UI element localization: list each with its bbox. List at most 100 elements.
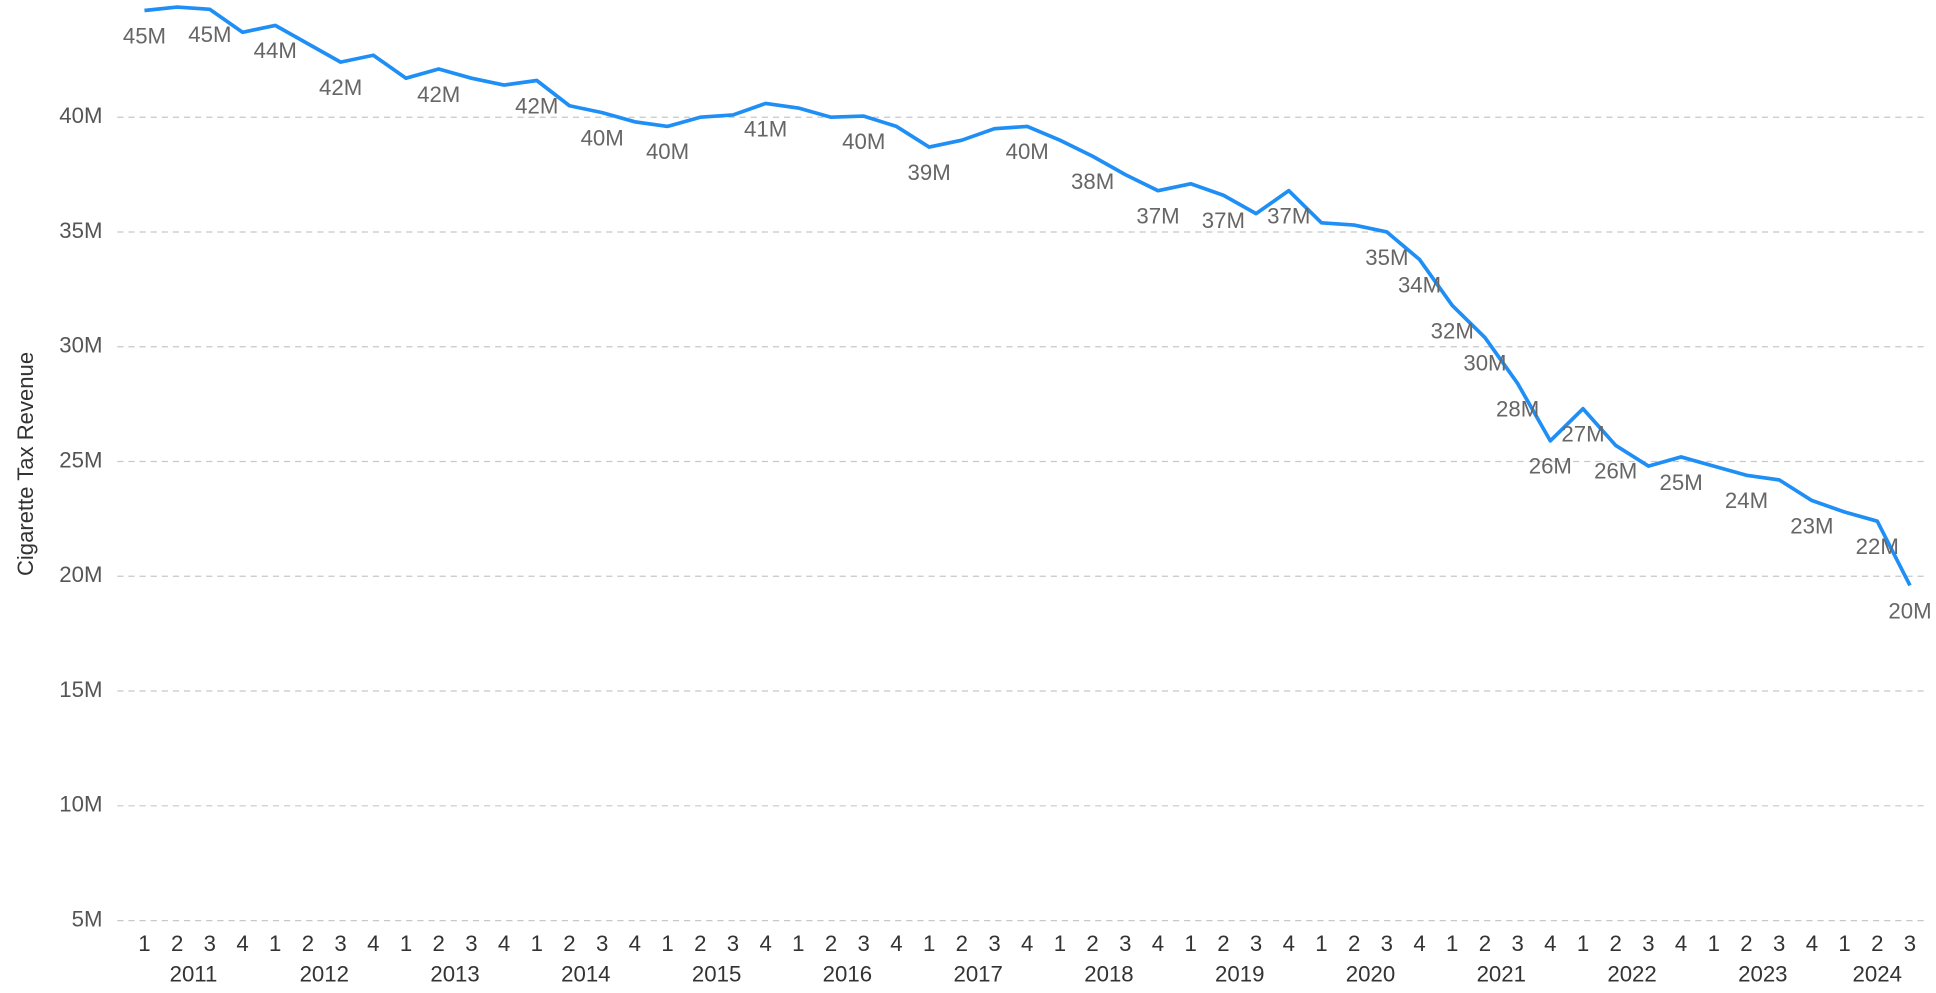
data-label: 40M xyxy=(1006,139,1049,164)
line xyxy=(144,5,1912,587)
x-tick-label: 3 xyxy=(1511,931,1523,956)
x-tick-label: 4 xyxy=(1283,931,1295,956)
data-label: 45M xyxy=(123,23,166,48)
x-tick-label: 2 xyxy=(302,931,314,956)
y-tick-label: 25M xyxy=(59,447,102,472)
data-label: 37M xyxy=(1136,204,1179,229)
x-tick-label: 4 xyxy=(1152,931,1164,956)
x-tick-label: 1 xyxy=(531,931,543,956)
x-tick-label: 1 xyxy=(1446,931,1458,956)
data-label: 22M xyxy=(1856,534,1899,559)
year-label: 2011 xyxy=(170,962,218,987)
x-tick-label: 4 xyxy=(1806,931,1818,956)
x-tick-label: 3 xyxy=(1642,931,1654,956)
x-tick-label: 4 xyxy=(890,931,902,956)
data-label: 41M xyxy=(744,116,787,141)
x-tick-label: 1 xyxy=(661,931,673,956)
data-label: 42M xyxy=(515,93,558,118)
x-tick-label: 3 xyxy=(727,931,739,956)
data-label: 30M xyxy=(1463,350,1506,375)
year-label: 2022 xyxy=(1607,962,1656,987)
x-tick-label: 2 xyxy=(1479,931,1491,956)
x-tick-label: 1 xyxy=(1577,931,1589,956)
data-label: 40M xyxy=(646,139,689,164)
x-tick-label: 4 xyxy=(759,931,771,956)
data-label: 42M xyxy=(417,82,460,107)
x-tick-label: 2 xyxy=(1086,931,1098,956)
data-label: 40M xyxy=(581,126,624,151)
x-tick-label: 1 xyxy=(1838,931,1850,956)
x-tick-label: 2 xyxy=(825,931,837,956)
x-tick-label: 1 xyxy=(138,931,150,956)
x-tick-label: 1 xyxy=(1185,931,1197,956)
y-tick-label: 35M xyxy=(59,218,102,243)
year-label: 2020 xyxy=(1346,962,1395,987)
data-label: 24M xyxy=(1725,488,1768,513)
data-label: 40M xyxy=(842,129,885,154)
data-label: 37M xyxy=(1267,204,1310,229)
y-tick-label: 40M xyxy=(59,103,102,128)
x-tick-label: 3 xyxy=(1773,931,1785,956)
year-label: 2014 xyxy=(561,962,610,987)
x-tick-label: 2 xyxy=(433,931,445,956)
x-tick-label: 3 xyxy=(204,931,216,956)
year-label: 2019 xyxy=(1215,962,1264,987)
data-label: 20M xyxy=(1888,598,1931,623)
x-tick-label: 3 xyxy=(988,931,1000,956)
data-label: 39M xyxy=(908,160,951,185)
x-tick-label: 3 xyxy=(1381,931,1393,956)
x-tick-label: 1 xyxy=(792,931,804,956)
year-label: 2015 xyxy=(692,962,741,987)
data-label: 34M xyxy=(1398,272,1441,297)
x-tick-label: 3 xyxy=(1904,931,1916,956)
y-tick-label: 5M xyxy=(72,906,103,931)
year-label: 2016 xyxy=(823,962,872,987)
data-label: 45M xyxy=(188,22,231,47)
year-label: 2017 xyxy=(953,962,1002,987)
data-label: 32M xyxy=(1431,318,1474,343)
year-label: 2021 xyxy=(1477,962,1526,987)
year-label: 2012 xyxy=(300,962,349,987)
x-tick-label: 4 xyxy=(1021,931,1033,956)
x-tick-label: 3 xyxy=(465,931,477,956)
data-label: 28M xyxy=(1496,396,1539,421)
x-tick-label: 3 xyxy=(1119,931,1131,956)
data-label: 23M xyxy=(1790,513,1833,538)
x-tick-label: 1 xyxy=(269,931,281,956)
x-tick-label: 2 xyxy=(1348,931,1360,956)
x-tick-label: 3 xyxy=(1250,931,1262,956)
x-tick-label: 2 xyxy=(694,931,706,956)
x-tick-label: 2 xyxy=(1217,931,1229,956)
data-label: 42M xyxy=(319,75,362,100)
data-label: 44M xyxy=(254,38,297,63)
x-tick-label: 3 xyxy=(334,931,346,956)
y-axis-title: Cigarette Tax Revenue xyxy=(13,352,38,576)
x-tick-label: 2 xyxy=(171,931,183,956)
year-label: 2023 xyxy=(1738,962,1787,987)
data-label: 38M xyxy=(1071,169,1114,194)
x-tick-label: 4 xyxy=(498,931,510,956)
x-tick-label: 2 xyxy=(563,931,575,956)
x-tick-label: 1 xyxy=(1708,931,1720,956)
x-tick-label: 4 xyxy=(236,931,248,956)
x-tick-label: 1 xyxy=(400,931,412,956)
x-tick-label: 1 xyxy=(1054,931,1066,956)
x-tick-label: 4 xyxy=(1675,931,1687,956)
x-tick-label: 3 xyxy=(596,931,608,956)
year-label: 2024 xyxy=(1853,962,1902,987)
y-tick-label: 20M xyxy=(59,562,102,587)
x-tick-label: 3 xyxy=(858,931,870,956)
y-tick-label: 10M xyxy=(59,792,102,817)
year-label: 2013 xyxy=(430,962,479,987)
y-tick-label: 30M xyxy=(59,333,102,358)
data-label: 27M xyxy=(1561,422,1604,447)
data-label: 26M xyxy=(1594,458,1637,483)
x-tick-label: 2 xyxy=(1871,931,1883,956)
x-tick-label: 4 xyxy=(1544,931,1556,956)
x-tick-label: 1 xyxy=(1315,931,1327,956)
x-tick-label: 4 xyxy=(629,931,641,956)
x-tick-label: 2 xyxy=(956,931,968,956)
x-tick-label: 2 xyxy=(1740,931,1752,956)
